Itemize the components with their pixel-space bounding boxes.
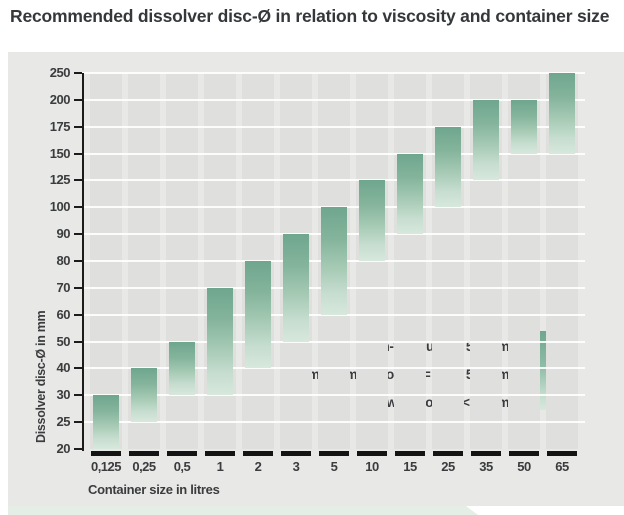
- y-gridline: [82, 152, 585, 155]
- y-tick-mark: [74, 72, 82, 74]
- y-tick-label: 150: [49, 145, 71, 161]
- x-tick-label: 0,25: [132, 459, 156, 474]
- y-gridline: [82, 313, 585, 316]
- y-tick-label: 60: [56, 306, 71, 322]
- y-tick-label: 175: [49, 118, 71, 134]
- range-bar-25: [435, 126, 461, 208]
- y-axis-line: [82, 73, 84, 451]
- y-tick-mark: [74, 125, 82, 128]
- y-tick-mark: [74, 260, 82, 262]
- x-axis-title: Container size in litres: [88, 482, 220, 497]
- x-axis-tick-block: [281, 451, 311, 456]
- y-gridline: [82, 340, 585, 343]
- range-bar-0_125: [93, 395, 119, 449]
- x-axis-tick-block: [395, 451, 425, 456]
- y-gridline: [82, 125, 585, 128]
- y-tick-label: 25: [56, 414, 71, 430]
- y-tick-mark: [74, 206, 82, 209]
- y-tick-mark: [74, 233, 82, 236]
- range-bar-5: [321, 207, 347, 315]
- y-tick-label: 125: [49, 172, 71, 188]
- y-tick-mark: [74, 152, 82, 155]
- x-axis-tick-block: [205, 451, 235, 456]
- y-tick-label: 200: [49, 91, 71, 107]
- y-tick-mark: [74, 313, 82, 316]
- x-axis-tick-block: [243, 451, 273, 456]
- x-tick-label: 2: [254, 459, 262, 474]
- y-tick-mark: [74, 286, 82, 289]
- range-bar-0_25: [131, 368, 157, 423]
- y-tick-mark: [74, 340, 82, 343]
- range-bar-35: [473, 99, 499, 181]
- x-tick-label: 1: [216, 459, 224, 474]
- y-gridline: [82, 394, 585, 397]
- y-tick-mark: [74, 98, 82, 101]
- x-tick-label: 3: [292, 459, 300, 474]
- y-tick-label: 250: [49, 65, 71, 80]
- y-tick-label: 100: [49, 199, 71, 215]
- x-tick-label: 25: [441, 459, 455, 474]
- y-tick-mark: [74, 394, 82, 397]
- y-gridline: [82, 72, 585, 74]
- x-axis-tick-block: [91, 451, 121, 456]
- y-tick-mark: [74, 367, 82, 370]
- x-axis-tick-block: [471, 451, 501, 456]
- decorative-footer-strip: [8, 506, 478, 515]
- y-gridline: [82, 98, 585, 101]
- x-tick-label: 50: [517, 459, 531, 474]
- x-tick-label: 10: [365, 459, 379, 474]
- y-tick-label: 30: [56, 387, 71, 403]
- chart-panel: Dissolver disc-Ø in mm Container size in…: [8, 52, 624, 506]
- y-tick-label: 40: [56, 360, 71, 376]
- x-tick-label: 0,125: [90, 459, 122, 474]
- x-axis-tick-block: [319, 451, 349, 456]
- x-axis-tick-block: [547, 451, 577, 456]
- range-bar-0_5: [169, 341, 195, 396]
- range-bar-65: [549, 73, 575, 154]
- x-axis-tick-block: [509, 451, 539, 456]
- x-axis-tick-block: [433, 451, 463, 456]
- x-tick-label: 5: [330, 459, 338, 474]
- y-tick-label: 50: [56, 333, 71, 349]
- y-tick-label: 70: [56, 279, 71, 295]
- range-bar-15: [397, 153, 423, 235]
- y-tick-mark: [74, 421, 82, 424]
- y-tick-label: 90: [56, 226, 71, 242]
- range-bar-50: [511, 99, 537, 154]
- range-bar-3: [283, 234, 309, 342]
- range-bar-1: [207, 287, 233, 396]
- y-gridline: [82, 179, 585, 182]
- y-gridline: [82, 421, 585, 424]
- x-tick-label: 0,5: [173, 459, 191, 474]
- x-tick-label: 15: [403, 459, 417, 474]
- y-tick-label: 80: [56, 253, 71, 268]
- x-tick-label: 65: [555, 459, 569, 474]
- range-bar-2: [245, 261, 271, 369]
- x-axis-tick-block: [357, 451, 387, 456]
- x-axis-tick-block: [167, 451, 197, 456]
- x-tick-label: 35: [479, 459, 493, 474]
- range-bar-10: [359, 180, 385, 261]
- y-tick-label: 20: [56, 441, 71, 456]
- y-gridline: [82, 367, 585, 370]
- x-axis-tick-block: [129, 451, 159, 456]
- chart-title: Recommended dissolver disc-Ø in relation…: [10, 6, 610, 26]
- y-tick-mark: [74, 179, 82, 182]
- y-tick-mark: [74, 448, 82, 450]
